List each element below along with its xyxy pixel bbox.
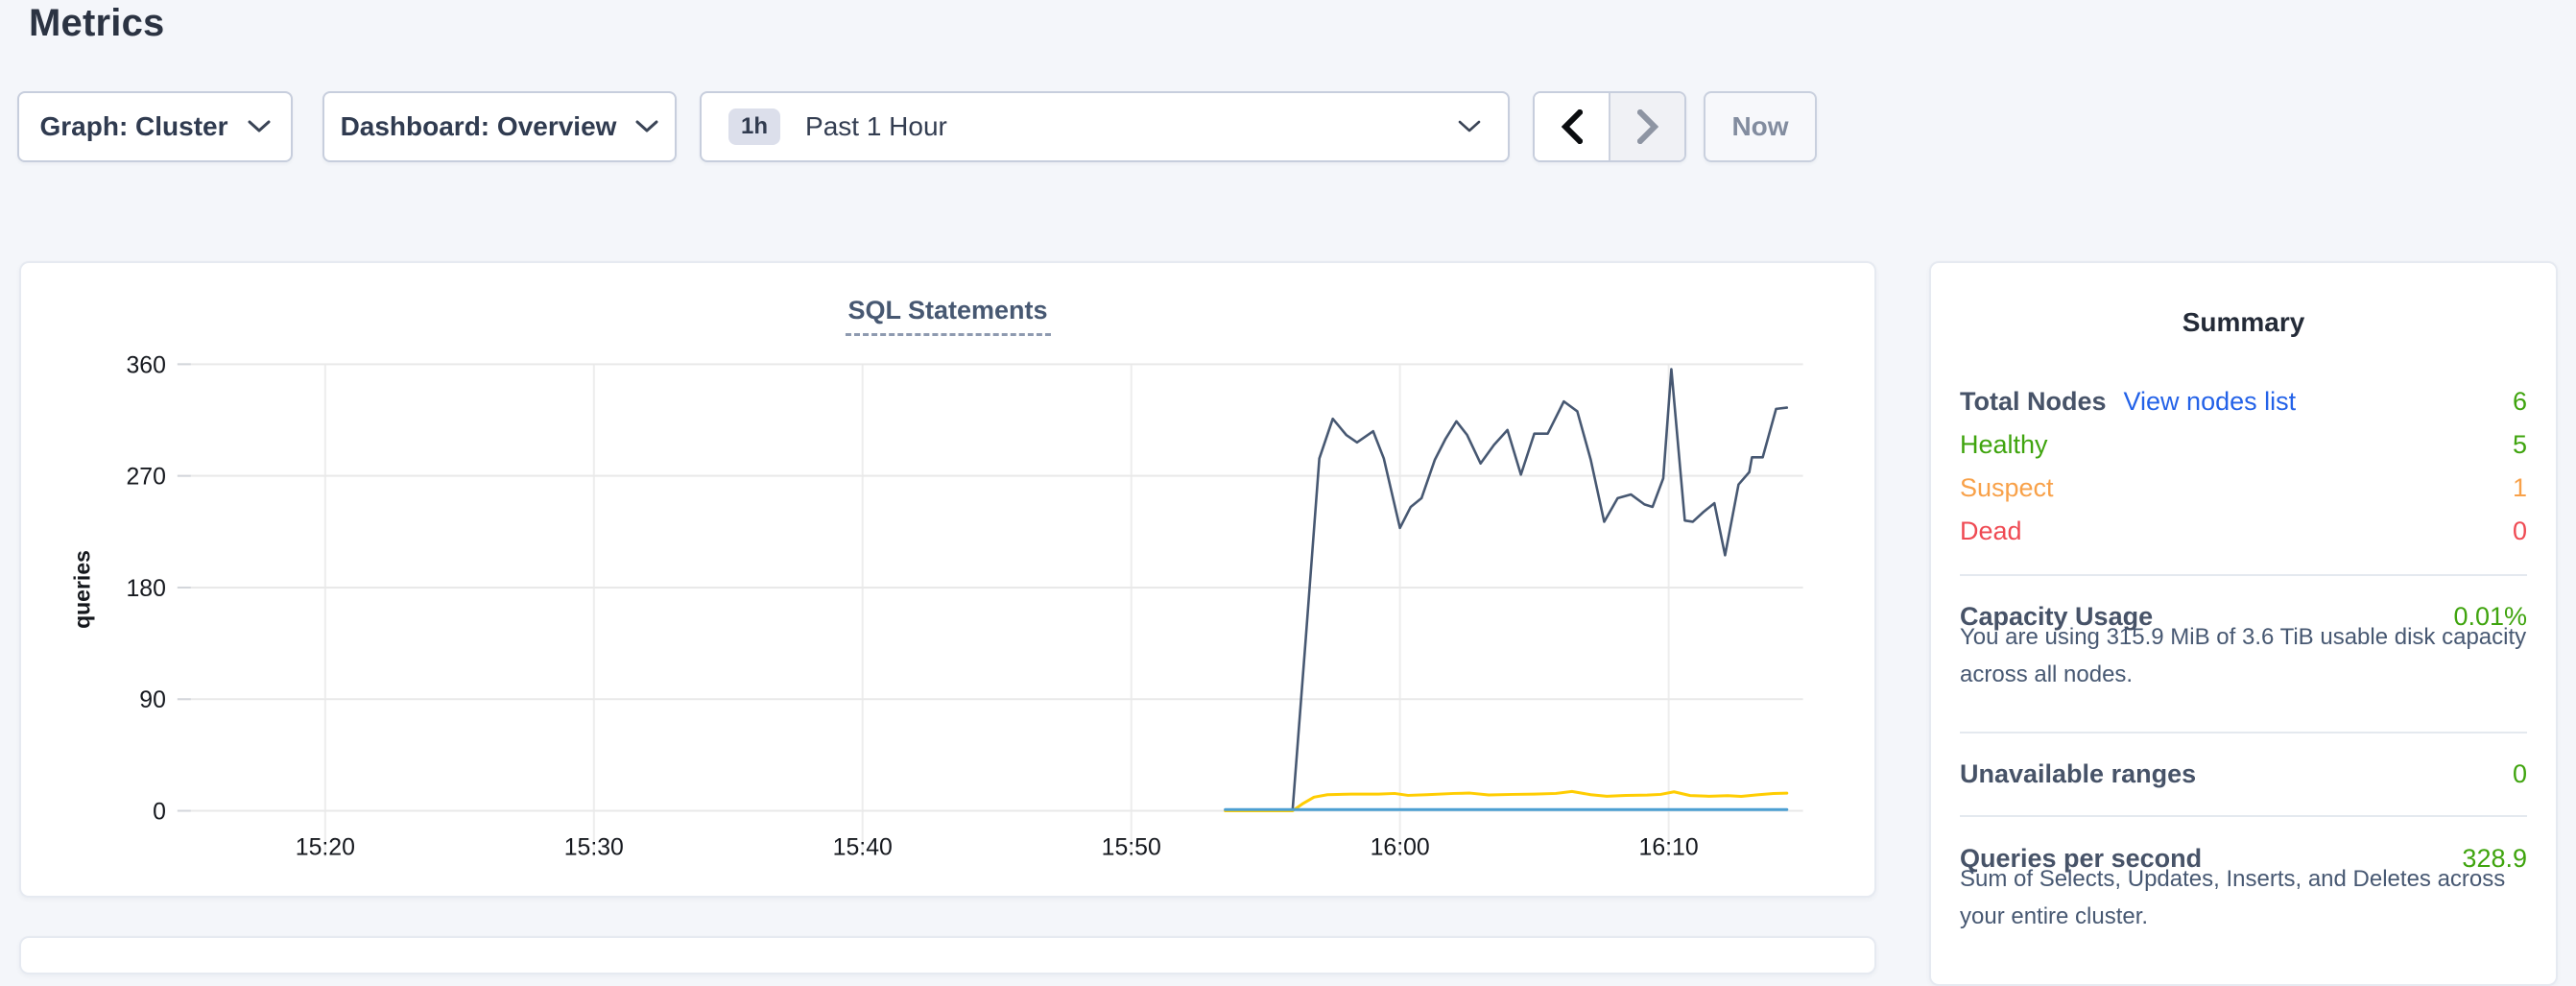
dead-label: Dead: [1960, 517, 2022, 545]
time-range-selector[interactable]: 1h Past 1 Hour: [700, 91, 1510, 162]
next-range-button[interactable]: [1609, 93, 1684, 160]
queries-per-second-label: Queries per second: [1960, 844, 2203, 873]
total-nodes-row: Total Nodes View nodes list 6: [1960, 386, 2527, 419]
queries-per-second-description: Sum of Selects, Updates, Inserts, and De…: [1960, 866, 2506, 929]
next-chart-card-partial: [19, 936, 1876, 974]
sql-statements-chart[interactable]: 0 90 180 270 360 15:20 15:30 15:40 15:50 16:00 16:…: [21, 263, 1874, 896]
suspect-label: Suspect: [1960, 473, 2054, 502]
chart-title[interactable]: SQL Statements: [845, 296, 1051, 336]
capacity-usage-row: Capacity Usage 0.01%: [1960, 601, 2527, 634]
unavailable-ranges-label: Unavailable ranges: [1960, 759, 2197, 788]
capacity-usage-value: 0.01%: [2453, 602, 2527, 631]
capacity-usage-description: You are using 315.9 MiB of 3.6 TiB usabl…: [1960, 624, 2527, 687]
queries-per-second-row: Queries per second 328.9: [1960, 843, 2527, 876]
healthy-label: Healthy: [1960, 430, 2048, 459]
suspect-value: 1: [2512, 473, 2527, 502]
chevron-right-icon: [1636, 109, 1658, 144]
dead-nodes-row: Dead 0: [1960, 516, 2527, 548]
now-button[interactable]: Now: [1704, 91, 1817, 162]
capacity-usage-label: Capacity Usage: [1960, 602, 2154, 631]
chevron-down-icon: [635, 120, 658, 132]
sql-statements-chart-card: SQL Statements queries 0 90 180 270 360 15:20…: [19, 261, 1876, 898]
unavailable-ranges-value: 0: [2512, 759, 2527, 788]
chevron-down-icon: [1458, 120, 1481, 132]
x-tick-label: 15:50: [1102, 834, 1161, 860]
time-range-label: Past 1 Hour: [805, 111, 947, 141]
total-nodes-value: 6: [2512, 387, 2527, 416]
series-navy: [1224, 368, 1789, 812]
x-tick-label: 15:40: [833, 834, 893, 860]
divider: [1960, 732, 2527, 733]
dead-value: 0: [2512, 517, 2527, 545]
total-nodes-label: Total Nodes: [1960, 387, 2107, 416]
graph-selector-dropdown[interactable]: Graph: Cluster: [17, 91, 293, 162]
previous-range-button[interactable]: [1535, 93, 1609, 160]
healthy-value: 5: [2512, 430, 2527, 459]
y-tick-label: 180: [127, 576, 166, 602]
series-yellow: [1224, 789, 1789, 813]
x-tick-label: 16:00: [1371, 834, 1430, 860]
chevron-down-icon: [248, 120, 271, 132]
suspect-nodes-row: Suspect 1: [1960, 472, 2527, 505]
y-tick-label: 0: [153, 799, 166, 825]
healthy-nodes-row: Healthy 5: [1960, 429, 2527, 462]
divider: [1960, 815, 2527, 817]
dashboard-selector-dropdown[interactable]: Dashboard: Overview: [322, 91, 677, 162]
y-tick-label: 360: [127, 352, 166, 378]
x-tick-label: 15:20: [296, 834, 355, 860]
summary-title: Summary: [2182, 307, 2305, 337]
summary-panel: Summary Total Nodes View nodes list 6 He…: [1929, 261, 2558, 986]
time-range-step-control: [1533, 91, 1686, 162]
dashboard-selector-label: Dashboard: Overview: [340, 111, 617, 141]
time-range-badge: 1h: [728, 108, 781, 145]
y-tick-label: 90: [139, 687, 166, 713]
page-title: Metrics: [29, 2, 165, 44]
chevron-left-icon: [1561, 109, 1583, 144]
x-tick-label: 15:30: [564, 834, 624, 860]
graph-selector-label: Graph: Cluster: [39, 111, 228, 141]
y-tick-label: 270: [127, 465, 166, 491]
view-nodes-list-link[interactable]: View nodes list: [2123, 387, 2297, 416]
queries-per-second-value: 328.9: [2462, 844, 2527, 873]
x-tick-label: 16:10: [1639, 834, 1699, 860]
unavailable-ranges-row: Unavailable ranges 0: [1960, 758, 2527, 791]
divider: [1960, 574, 2527, 576]
